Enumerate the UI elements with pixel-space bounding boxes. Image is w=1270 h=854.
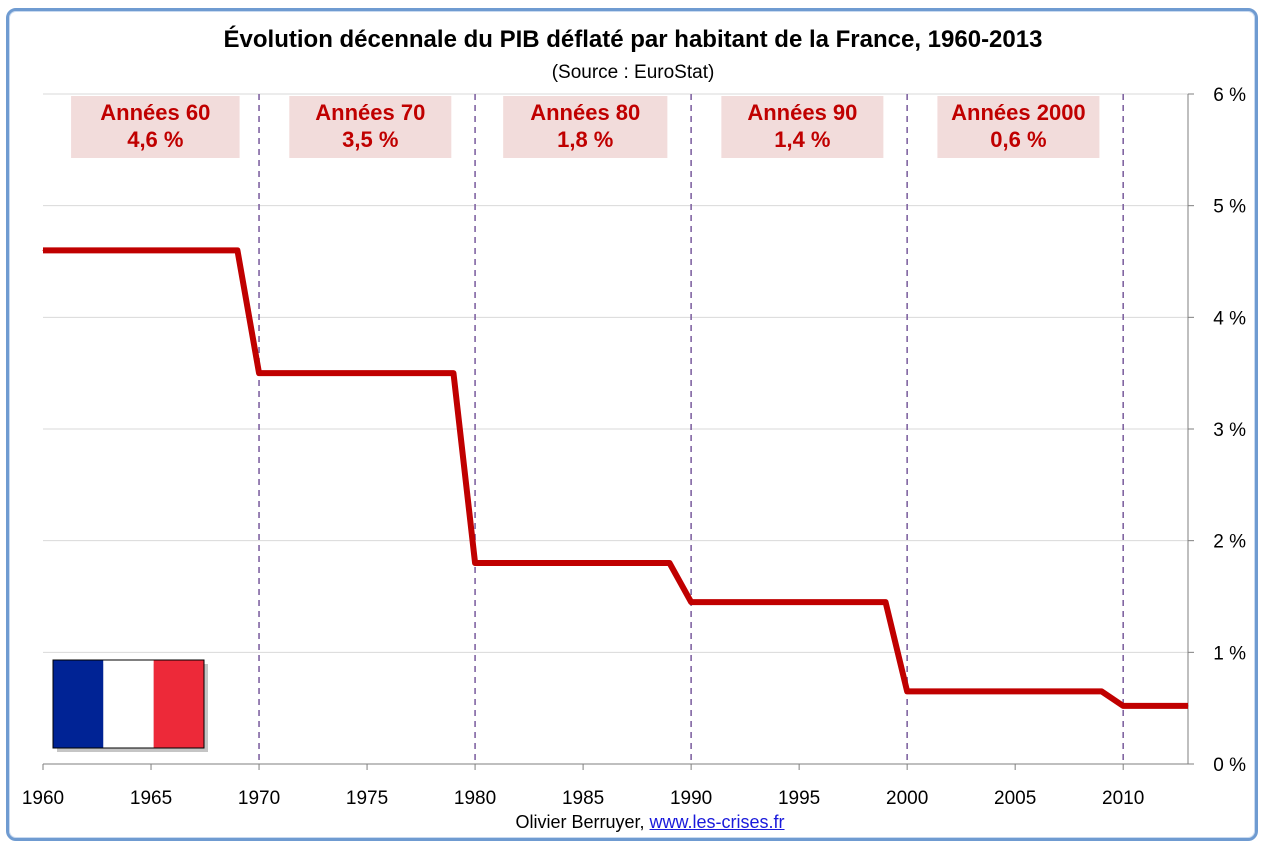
annotation-decade-label: Années 90 — [747, 100, 857, 125]
chart-credit: Olivier Berruyer, www.les-crises.fr — [0, 812, 1270, 833]
annotation-decade-label: Années 80 — [530, 100, 640, 125]
annotation-box — [937, 96, 1100, 158]
axes: 0 % 1 % 2 % 3 % 4 % 5 % 6 % 1960 1965 1970 1975 198… — [22, 85, 1246, 809]
annotation-growth-label: 1,8 % — [557, 127, 613, 152]
y-tick-label: 1 % — [1213, 643, 1246, 664]
y-tick-label: 2 % — [1213, 532, 1246, 553]
x-tick-label: 1975 — [346, 788, 388, 809]
y-tick-label: 0 % — [1213, 755, 1246, 776]
annotation-box — [721, 96, 884, 158]
data-point — [452, 372, 454, 374]
annotation-box — [71, 96, 240, 158]
gridlines — [43, 93, 1188, 653]
x-tick-label: 1995 — [778, 788, 820, 809]
data-point — [690, 601, 692, 603]
flag-white-band — [103, 660, 154, 748]
chart-title: Évolution décennale du PIB déflaté par h… — [223, 26, 1043, 53]
decade-markers — [258, 94, 1124, 764]
y-tick-label: 5 % — [1213, 197, 1246, 218]
data-point — [236, 249, 238, 251]
france-flag — [52, 659, 208, 752]
y-tick-label: 4 % — [1213, 308, 1246, 329]
credit-link[interactable]: www.les-crises.fr — [649, 812, 785, 832]
chart-subtitle: (Source : EuroStat) — [551, 62, 715, 83]
y-tick-label: 6 % — [1213, 85, 1246, 106]
credit-author: Olivier Berruyer, — [515, 812, 645, 832]
annotation-growth-label: 1,4 % — [774, 127, 830, 152]
flag-border — [52, 659, 205, 749]
x-tick-label: 2010 — [1102, 788, 1144, 809]
x-tick-label: 1960 — [22, 788, 64, 809]
x-tick-label: 1965 — [130, 788, 172, 809]
series-layer — [42, 247, 1189, 709]
data-point — [474, 562, 476, 564]
annotation-decade-label: Années 60 — [100, 100, 210, 125]
data-point — [1187, 705, 1189, 707]
series-line — [43, 247, 1188, 709]
annotation-box — [503, 96, 668, 158]
x-tick-label: 1985 — [562, 788, 604, 809]
annotation-growth-label: 0,6 % — [990, 127, 1046, 152]
x-tick-label: 1970 — [238, 788, 280, 809]
x-tick-label: 2000 — [886, 788, 928, 809]
x-tick-label: 2005 — [994, 788, 1036, 809]
decade-annotations: Années 604,6 % Années 703,5 % Années 801,8… — [71, 96, 1100, 158]
data-point — [42, 249, 44, 251]
annotation-decade-label: Années 70 — [315, 100, 425, 125]
flag-red-band — [153, 660, 204, 748]
data-point — [1101, 690, 1103, 692]
annotation-box — [289, 96, 452, 158]
data-point — [669, 562, 671, 564]
annotation-decade-label: Années 2000 — [951, 100, 1086, 125]
annotation-growth-label: 3,5 % — [342, 127, 398, 152]
annotation-growth-label: 4,6 % — [127, 127, 183, 152]
data-point — [885, 601, 887, 603]
x-tick-label: 1990 — [670, 788, 712, 809]
data-point — [906, 690, 908, 692]
data-point — [258, 372, 260, 374]
chart-frame — [6, 8, 1258, 841]
x-tick-label: 1980 — [454, 788, 496, 809]
data-point — [1122, 705, 1124, 707]
y-tick-label: 3 % — [1213, 420, 1246, 441]
flag-blue-band — [53, 660, 104, 748]
